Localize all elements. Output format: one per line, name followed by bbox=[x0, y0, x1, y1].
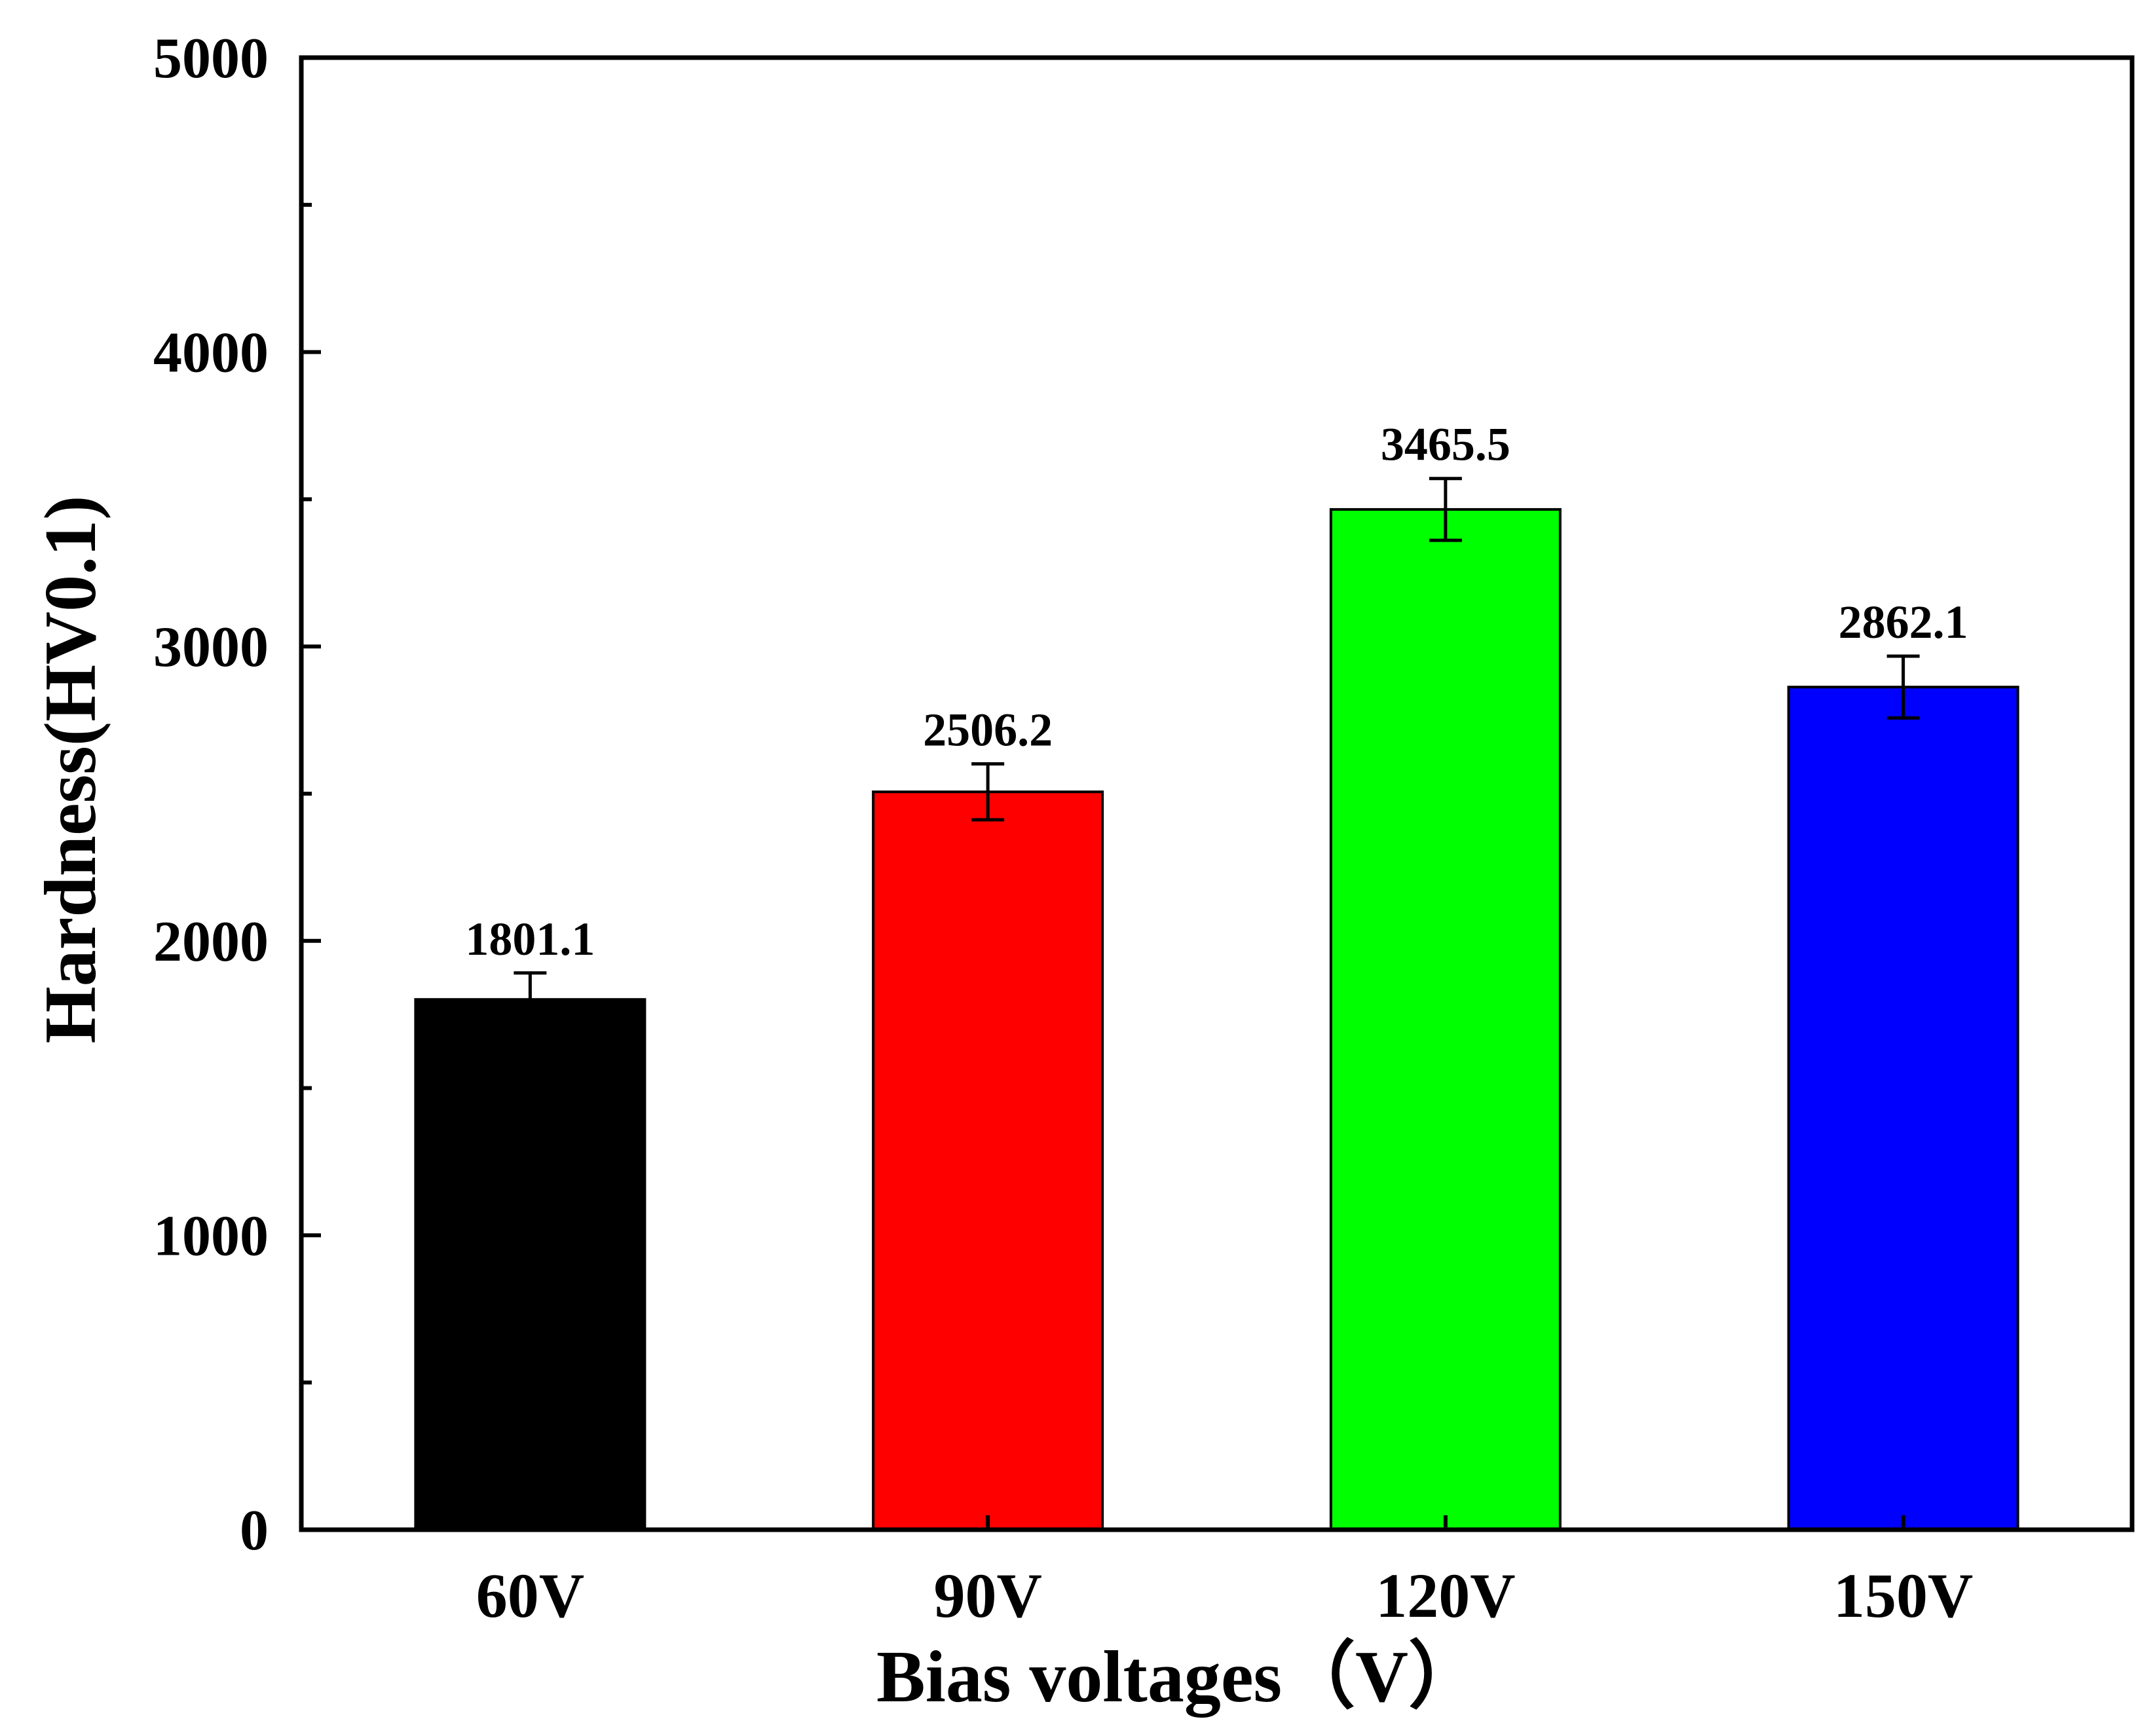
x-tick-label-150V: 150V bbox=[1833, 1561, 1973, 1631]
y-tick-label: 0 bbox=[240, 1499, 269, 1562]
error-bars-group bbox=[514, 477, 1920, 1028]
data-label-60V: 1801.1 bbox=[465, 913, 595, 965]
bar-120V bbox=[1329, 508, 1562, 1531]
y-tick-label: 1000 bbox=[153, 1204, 269, 1268]
y-tick-label: 3000 bbox=[153, 616, 269, 679]
bar-60V bbox=[414, 998, 646, 1531]
x-tick-label-120V: 120V bbox=[1376, 1561, 1515, 1631]
data-label-90V: 2506.2 bbox=[923, 704, 1053, 756]
data-label-120V: 3465.5 bbox=[1381, 418, 1510, 471]
bars-group bbox=[414, 508, 2019, 1531]
bar-90V bbox=[872, 790, 1104, 1531]
x-tick-label-90V: 90V bbox=[933, 1561, 1041, 1631]
y-axis: 0 1000 2000 3000 4000 5000 bbox=[153, 27, 321, 1562]
data-label-150V: 2862.1 bbox=[1839, 596, 1968, 648]
x-tick-label-60V: 60V bbox=[476, 1561, 584, 1631]
y-tick-label: 4000 bbox=[153, 322, 269, 385]
y-axis-title: Hardness(HV0.1) bbox=[30, 496, 111, 1044]
x-axis-title: Bias voltages（V） bbox=[876, 1636, 1482, 1718]
y-tick-label: 2000 bbox=[153, 910, 269, 974]
bar-150V bbox=[1787, 686, 2019, 1531]
data-labels-group: 1801.1 2506.2 3465.5 2862.1 bbox=[465, 418, 1968, 965]
x-axis: 60V 90V 120V 150V bbox=[476, 1515, 1973, 1631]
y-tick-label: 5000 bbox=[153, 27, 269, 90]
